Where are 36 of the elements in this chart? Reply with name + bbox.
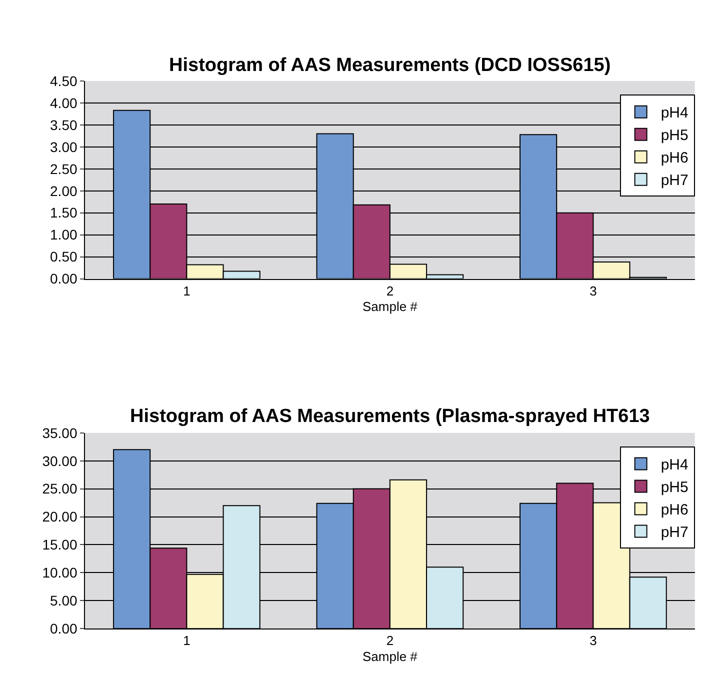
legend-label: pH4 xyxy=(660,104,688,122)
legend-label: pH5 xyxy=(660,127,688,144)
y-tick-label: 2.00 xyxy=(50,182,78,199)
y-tick-label: 1.50 xyxy=(50,204,78,221)
y-tick-label: 5.00 xyxy=(50,592,78,609)
x-tick-label: 3 xyxy=(590,283,597,298)
x-axis-title: Sample # xyxy=(362,298,418,314)
legend-label: pH7 xyxy=(660,172,688,190)
y-tick-label: 2.50 xyxy=(50,160,78,177)
chart-title: Histogram of AAS Measurements (Plasma-sprayed HT613 xyxy=(130,406,650,427)
y-tick-label: 20.00 xyxy=(42,508,78,525)
legend-label: pH4 xyxy=(660,456,688,474)
y-tick-label: 0.00 xyxy=(50,270,78,287)
y-tick-label: 30.00 xyxy=(42,452,78,469)
y-tick-label: 10.00 xyxy=(42,564,78,581)
chart-title: Histogram of AAS Measurements (DCD IOSS615) xyxy=(169,55,611,76)
x-tick-label: 3 xyxy=(590,633,597,648)
y-tick-label: 15.00 xyxy=(42,536,78,553)
x-tick-label: 1 xyxy=(183,283,190,298)
legend-label: pH6 xyxy=(660,502,688,519)
y-tick-label: 0.50 xyxy=(50,248,78,265)
y-tick-label: 35.00 xyxy=(42,424,78,441)
y-tick-label: 4.50 xyxy=(50,72,78,89)
legend-label: pH5 xyxy=(660,479,688,496)
legend-label: pH7 xyxy=(660,524,688,542)
y-tick-label: 0.00 xyxy=(50,620,78,637)
x-tick-label: 1 xyxy=(183,633,190,648)
x-axis-title: Sample # xyxy=(362,648,418,664)
y-tick-label: 25.00 xyxy=(42,480,78,497)
x-tick-label: 2 xyxy=(386,633,394,648)
y-tick-label: 1.00 xyxy=(50,226,78,243)
legend-label: pH6 xyxy=(660,150,688,167)
y-tick-label: 4.00 xyxy=(50,94,78,111)
x-tick-label: 2 xyxy=(386,283,394,298)
y-tick-label: 3.50 xyxy=(50,116,78,133)
y-tick-label: 3.00 xyxy=(50,138,78,155)
